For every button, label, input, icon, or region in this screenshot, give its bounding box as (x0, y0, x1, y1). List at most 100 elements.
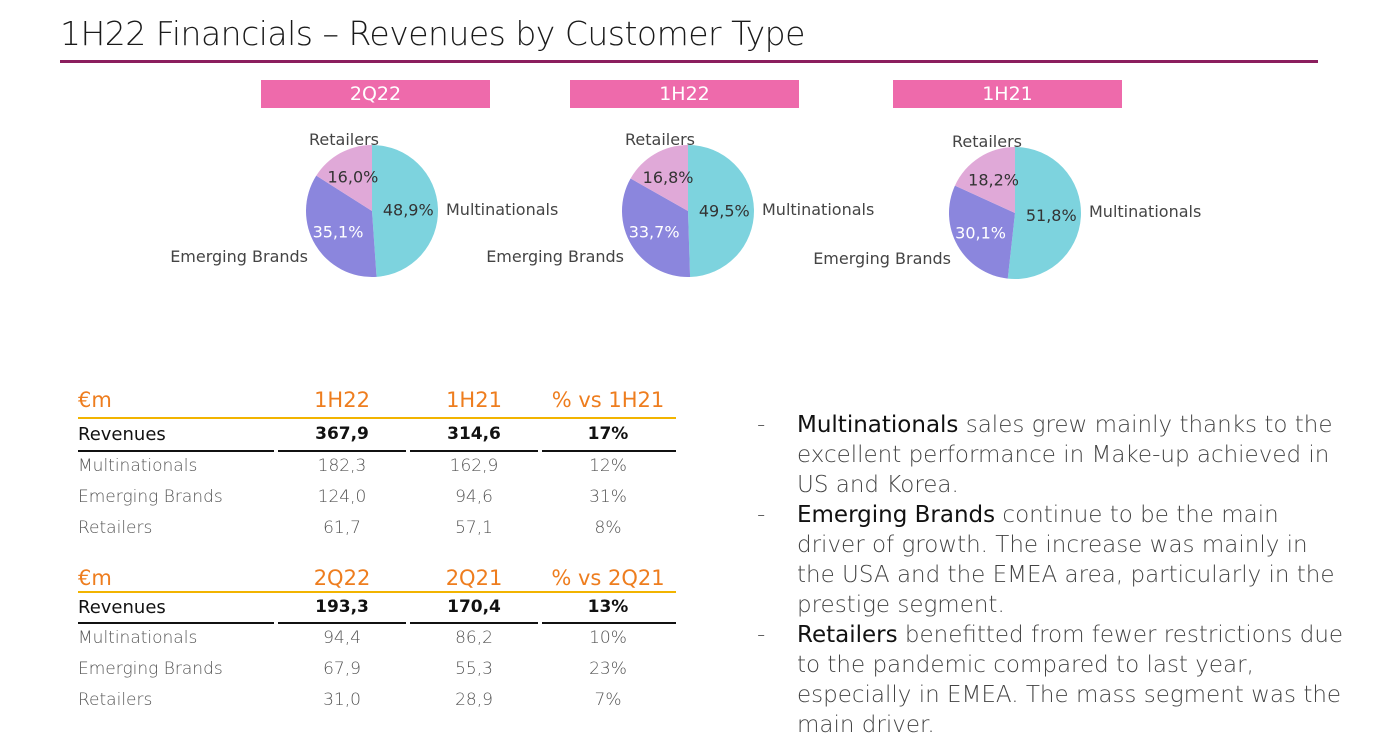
table-2q22: €m 2Q22 2Q21 % vs 2Q21 Revenues 193,3 17… (78, 563, 678, 723)
pie-slice-emerging-brands (949, 185, 1015, 279)
pie-value-label: 51,8% (1026, 206, 1077, 225)
revenues-row: Revenues 367,9 314,6 17% (78, 419, 678, 449)
bullet-text: continue to be the main driver of growth… (797, 502, 1335, 618)
pie-slice-retailers (316, 145, 372, 211)
pie-value-label: 18,2% (968, 171, 1019, 190)
pie-category-label: Multinationals (762, 200, 874, 219)
table-header-col1: 1H22 (314, 388, 370, 412)
row-val1: 94,4 (323, 628, 361, 648)
row-val3: 10% (589, 628, 627, 648)
row-val2: 86,2 (455, 628, 493, 648)
row-label: Emerging Brands (78, 659, 223, 679)
bullet-retailers: - Retailers benefitted from fewer restric… (757, 620, 1347, 740)
bullet-keyword: Multinationals (797, 412, 959, 438)
revenues-val2: 314,6 (447, 424, 501, 444)
table-header-unit: €m (78, 566, 112, 590)
table-header-col3: % vs 1H21 (551, 388, 665, 412)
row-label: Retailers (78, 518, 153, 538)
revenues-row: Revenues 193,3 170,4 13% (78, 592, 678, 622)
bullet-dash: - (757, 622, 766, 648)
title-divider (60, 60, 1318, 63)
row-val1: 182,3 (317, 456, 367, 476)
pie-value-label: 30,1% (955, 224, 1006, 243)
pie-category-label: Emerging Brands (170, 247, 308, 266)
row-label: Multinationals (78, 456, 198, 476)
table-1h22: €m 1H22 1H21 % vs 1H21 Revenues 367,9 31… (78, 385, 678, 545)
row-val1: 61,7 (323, 518, 361, 538)
revenues-underline (410, 622, 538, 624)
bullet-emerging-brands: - Emerging Brands continue to be the main… (757, 500, 1347, 620)
commentary-bullets: - Multinationals sales grew mainly thanks… (757, 410, 1347, 740)
pie-title-1h22: 1H22 (570, 80, 799, 108)
pie-category-label: Multinationals (1089, 202, 1201, 221)
bullet-keyword: Retailers (797, 622, 898, 648)
row-label: Multinationals (78, 628, 198, 648)
pie-category-label: Retailers (625, 130, 695, 149)
revenues-underline (78, 450, 274, 452)
bullet-multinationals: - Multinationals sales grew mainly thanks… (757, 410, 1347, 500)
table-row: Emerging Brands 124,0 94,6 31% (78, 482, 678, 512)
row-val3: 8% (594, 518, 622, 538)
pie-category-label: Retailers (952, 132, 1022, 151)
header-underline (78, 417, 676, 419)
pie-value-label: 35,1% (313, 222, 364, 241)
pie-slice-multinationals (372, 145, 439, 277)
row-val3: 7% (594, 690, 622, 710)
bullet-dash: - (757, 412, 766, 438)
revenues-underline (410, 450, 538, 452)
bullet-text: benefitted from fewer restrictions due t… (797, 622, 1344, 738)
row-val1: 67,9 (323, 659, 361, 679)
row-val2: 162,9 (449, 456, 499, 476)
revenues-underline (542, 622, 676, 624)
revenues-val3: 17% (587, 424, 629, 444)
pie-value-label: 16,8% (643, 168, 694, 187)
table-header-unit: €m (78, 388, 112, 412)
table-header-row: €m 1H22 1H21 % vs 1H21 (78, 385, 678, 415)
table-header-col1: 2Q22 (313, 566, 371, 590)
pie-title-2q22: 2Q22 (261, 80, 490, 108)
table-row: Retailers 31,0 28,9 7% (78, 685, 678, 715)
revenues-underline (278, 622, 406, 624)
pie-value-label: 16,0% (328, 167, 379, 186)
revenues-val1: 193,3 (315, 597, 369, 617)
revenues-val3: 13% (587, 597, 629, 617)
pie-value-label: 48,9% (383, 201, 434, 220)
table-row: Retailers 61,7 57,1 8% (78, 513, 678, 543)
revenues-label: Revenues (78, 423, 166, 445)
pie-category-label: Multinationals (446, 200, 558, 219)
pie-category-label: Emerging Brands (486, 247, 624, 266)
table-header-col2: 2Q21 (445, 566, 503, 590)
pie-value-label: 33,7% (629, 222, 680, 241)
pie-title-1h21: 1H21 (893, 80, 1122, 108)
pie-slice-emerging-brands (622, 178, 691, 277)
pie-category-label: Retailers (309, 130, 379, 149)
row-val3: 23% (589, 659, 627, 679)
pie-slice-emerging-brands (306, 175, 377, 278)
page-title: 1H22 Financials – Revenues by Customer T… (60, 14, 805, 53)
revenues-val1: 367,9 (315, 424, 369, 444)
row-val1: 124,0 (317, 487, 367, 507)
revenues-underline (542, 450, 676, 452)
pie-charts: 48,9% 35,1% 16,0% Multinationals Emerging Br… (170, 130, 1201, 279)
revenues-val2: 170,4 (447, 597, 501, 617)
revenues-label: Revenues (78, 596, 166, 618)
table-header-row: €m 2Q22 2Q21 % vs 2Q21 (78, 563, 678, 593)
row-val3: 12% (589, 456, 627, 476)
table-row: Emerging Brands 67,9 55,3 23% (78, 654, 678, 684)
pie-category-label: Emerging Brands (813, 249, 951, 268)
row-label: Retailers (78, 690, 153, 710)
table-header-col3: % vs 2Q21 (551, 566, 665, 590)
pie-slice-multinationals (688, 145, 755, 277)
table-header-col2: 1H21 (446, 388, 502, 412)
pie-slice-multinationals (1007, 147, 1082, 279)
row-val3: 31% (589, 487, 627, 507)
bullet-keyword: Emerging Brands (797, 502, 996, 528)
table-row: Multinationals 94,4 86,2 10% (78, 623, 678, 653)
revenues-underline (278, 450, 406, 452)
row-val2: 57,1 (455, 518, 493, 538)
pie-slice-retailers (954, 147, 1015, 213)
bullet-dash: - (757, 502, 766, 528)
row-val2: 55,3 (455, 659, 493, 679)
row-val2: 94,6 (455, 487, 493, 507)
table-row: Multinationals 182,3 162,9 12% (78, 451, 678, 481)
